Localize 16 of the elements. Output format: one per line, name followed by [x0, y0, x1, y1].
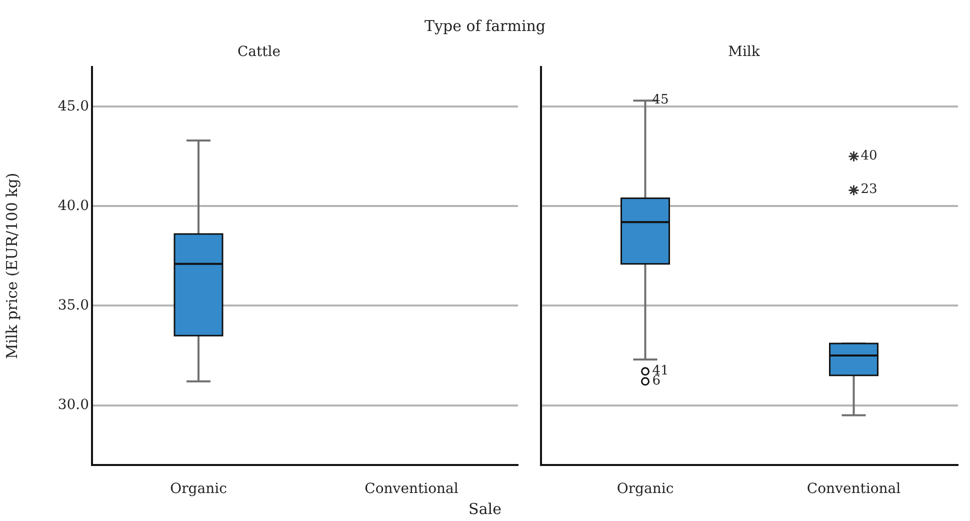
chart-title: Milk [728, 44, 760, 60]
x-tick-label: Organic [616, 481, 674, 498]
y-tick-label: 45.0 [58, 98, 89, 114]
x-tick-label: Conventional [806, 481, 902, 498]
annotation: 23 [860, 182, 878, 198]
annotation: 45 [652, 92, 669, 108]
y-tick-label: 35.0 [58, 297, 89, 314]
annotation: 40 [860, 148, 878, 164]
y-tick-label: 40.0 [58, 198, 89, 214]
y-axis-title: Milk price (EUR/100 kg) [2, 172, 21, 359]
chart-title: Cattle [237, 44, 281, 60]
x-tick-label: Conventional [364, 481, 459, 498]
text: Type of farming [423, 17, 547, 35]
x-tick-label: Organic [170, 481, 228, 498]
x-axis-title: Sale [468, 500, 502, 518]
y-tick-label: 30.0 [58, 396, 89, 413]
